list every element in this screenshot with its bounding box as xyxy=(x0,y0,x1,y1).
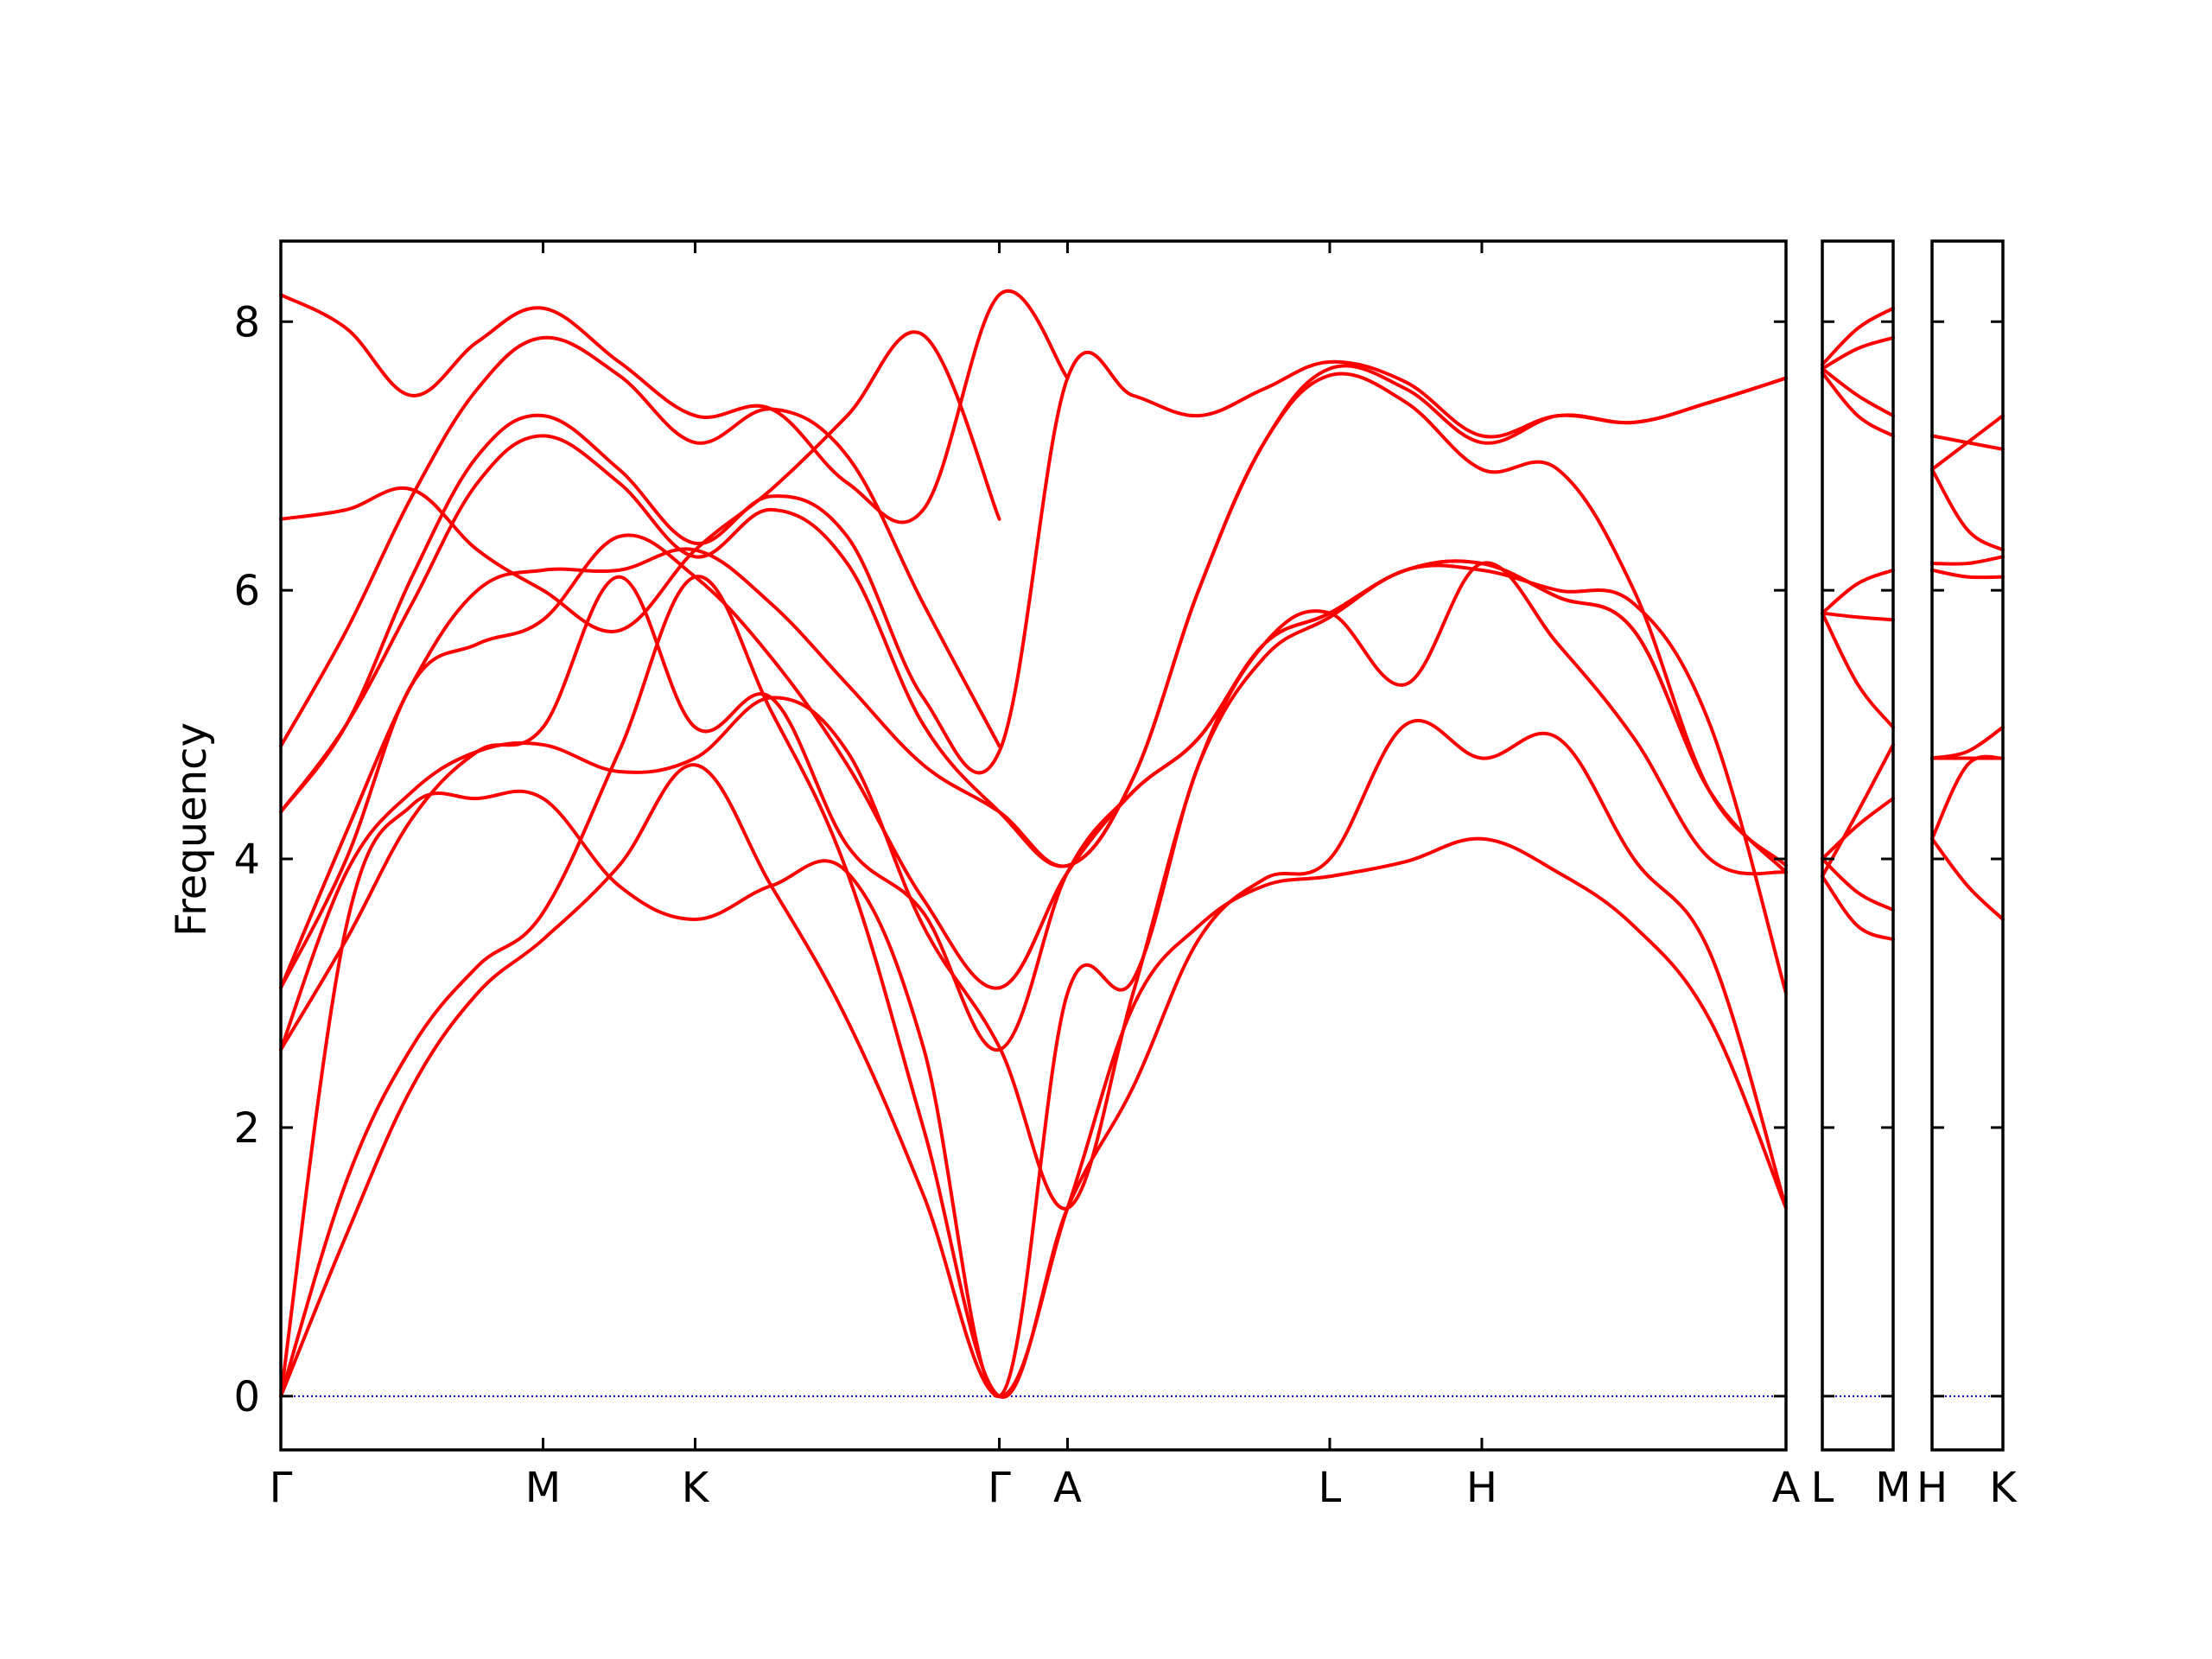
panel-frame-main xyxy=(279,239,1788,1452)
panel-frame-LM xyxy=(1821,239,1895,1452)
band-LM-7 xyxy=(1821,568,1895,615)
band-LM-10 xyxy=(1821,335,1895,371)
band-LM-1 xyxy=(1821,874,1895,942)
y-tick-label-2: 2 xyxy=(233,1104,260,1153)
band-LM-5 xyxy=(1821,611,1895,729)
band-LM-6 xyxy=(1821,611,1895,622)
band-HK-4 xyxy=(1930,725,2005,760)
band-main-3 xyxy=(279,563,1788,1398)
band-HK-7 xyxy=(1930,467,2005,552)
x-tick-label-main-6: H xyxy=(1466,1464,1497,1512)
band-main-10 xyxy=(279,335,1001,748)
band-main-12 xyxy=(279,289,1070,524)
x-tick-label-LM-1: M xyxy=(1875,1464,1910,1512)
band-main-8 xyxy=(279,364,1788,868)
band-HK-6 xyxy=(1930,555,2005,566)
band-main-9 xyxy=(279,350,1788,814)
x-tick-label-HK-1: K xyxy=(1989,1464,2018,1512)
y-tick-label-8: 8 xyxy=(233,298,260,346)
y-tick-label-0: 0 xyxy=(233,1373,260,1421)
band-main-2 xyxy=(279,575,1788,1399)
x-tick-label-main-1: M xyxy=(525,1464,561,1512)
x-tick-label-main-3: Γ xyxy=(988,1464,1011,1512)
band-LM-9 xyxy=(1821,366,1895,418)
panel-frame-HK xyxy=(1930,239,2005,1452)
band-LM-8 xyxy=(1821,371,1895,438)
y-axis-label: Frequency xyxy=(168,722,216,937)
band-main-11 xyxy=(279,330,1001,633)
x-tick-label-HK-0: H xyxy=(1916,1464,1948,1512)
x-tick-label-main-5: L xyxy=(1319,1464,1342,1512)
band-LM-4 xyxy=(1821,742,1895,879)
band-LM-3 xyxy=(1821,797,1895,861)
y-tick-label-6: 6 xyxy=(233,567,260,615)
x-tick-label-main-0: Γ xyxy=(270,1464,293,1512)
band-HK-1 xyxy=(1930,836,2005,921)
axes xyxy=(279,239,2005,1452)
band-HK-5 xyxy=(1930,568,2005,580)
x-tick-label-LM-0: L xyxy=(1811,1464,1834,1512)
band-HK-2 xyxy=(1930,754,2005,841)
x-tick-label-main-7: A xyxy=(1772,1464,1801,1512)
y-tick-label-4: 4 xyxy=(233,836,260,884)
band-main-4 xyxy=(279,561,1788,1211)
band-main-6 xyxy=(279,533,1788,990)
band-main-1 xyxy=(279,763,1788,1398)
band-lines xyxy=(279,289,2005,1399)
band-LM-11 xyxy=(1821,306,1895,367)
x-tick-label-main-4: A xyxy=(1053,1464,1082,1512)
band-main-7 xyxy=(279,372,1788,990)
band-LM-2 xyxy=(1821,857,1895,912)
band-HK-9 xyxy=(1930,434,2005,451)
x-tick-label-main-2: K xyxy=(682,1464,710,1512)
